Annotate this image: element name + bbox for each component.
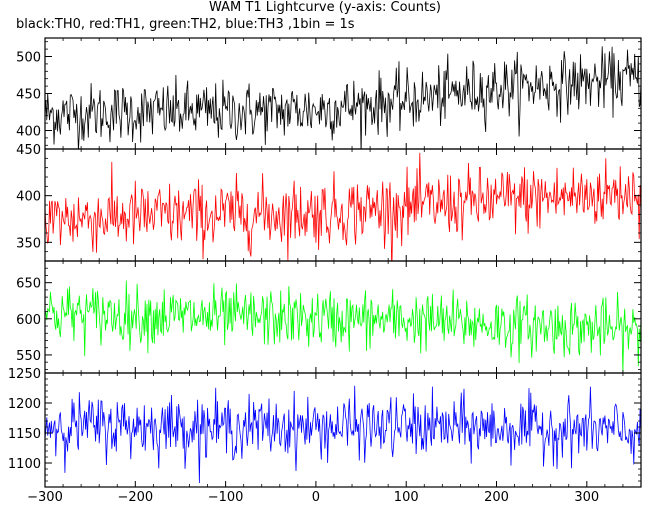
y-tick-label: 650 [16,277,41,292]
y-tick-label: 550 [16,349,41,364]
panel-frame-th0 [44,37,642,150]
x-tick-label: 300 [574,490,599,505]
y-tick-label: 350 [16,236,41,251]
y-tick-label: 450 [16,88,41,103]
x-tick-label: −100 [208,490,244,505]
chart-title: WAM T1 Lightcurve (y-axis: Counts) [209,0,441,15]
y-tick-label: 400 [16,125,41,140]
y-tick-label: 1150 [8,427,41,442]
x-tick-label: 0 [312,490,320,505]
chart-subtitle: black:TH0, red:TH1, green:TH2, blue:TH3 … [16,17,355,32]
y-tick-label: 600 [16,313,41,328]
x-tick-label: 100 [394,490,419,505]
series-line-th0 [45,46,641,149]
x-tick-label: −300 [27,490,63,505]
x-tick-label: 200 [484,490,509,505]
y-tick-label: 1250 [8,367,41,382]
y-tick-label: 400 [16,190,41,205]
y-tick-label: 500 [16,51,41,66]
series-line-th1 [45,152,641,261]
x-tick-label: −200 [117,490,153,505]
series-line-th2 [45,280,641,373]
series-line-th3 [45,385,641,484]
y-tick-label: 450 [16,143,41,158]
y-tick-label: 1200 [8,397,41,412]
panel-frame-th3 [44,372,642,488]
y-tick-label: 1100 [8,457,41,472]
